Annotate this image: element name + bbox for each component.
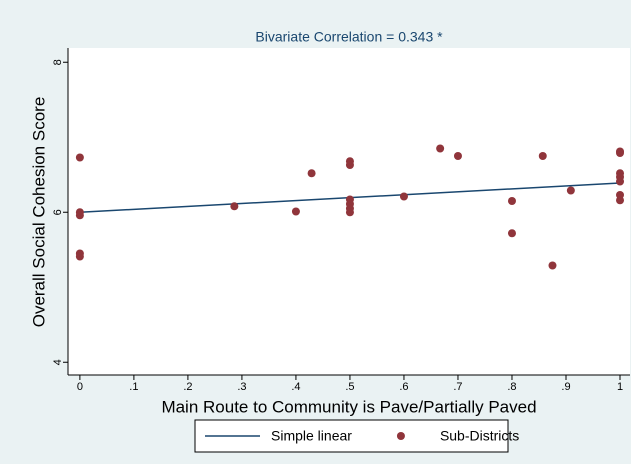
x-tick-label: .2 <box>183 381 192 393</box>
point <box>616 149 625 157</box>
x-tick-label: 0 <box>77 381 83 393</box>
point <box>345 161 354 169</box>
point <box>616 177 625 186</box>
point <box>436 144 445 153</box>
x-tick-label: .7 <box>453 381 462 393</box>
x-tick-label: .3 <box>237 381 246 393</box>
point <box>399 192 408 201</box>
point <box>230 202 239 211</box>
point <box>75 211 84 220</box>
x-tick-label: .1 <box>129 381 138 393</box>
point <box>566 186 575 195</box>
point <box>75 153 84 162</box>
legend-label: Simple linear <box>271 428 352 444</box>
point <box>453 152 462 160</box>
x-tick-label: .4 <box>291 381 300 393</box>
x-tick-label: .9 <box>561 381 570 393</box>
y-tick-label: 4 <box>52 359 64 365</box>
legend-label: Sub-Districts <box>440 428 519 444</box>
chart-title: Bivariate Correlation = 0.343 * <box>255 29 443 45</box>
point <box>507 229 516 238</box>
x-tick-label: 1 <box>617 381 623 393</box>
point <box>291 207 300 216</box>
point <box>507 197 516 205</box>
x-tick-label: .8 <box>507 381 516 393</box>
point <box>345 208 354 217</box>
y-tick-label: 8 <box>52 59 64 65</box>
point <box>307 169 316 178</box>
legend-swatch <box>396 432 405 440</box>
x-tick-label: .5 <box>345 381 354 393</box>
y-tick-label: 6 <box>52 209 64 215</box>
point <box>538 152 547 160</box>
x-axis-title: Main Route to Community is Pave/Partiall… <box>161 397 536 416</box>
x-tick-label: .6 <box>399 381 408 393</box>
y-axis-title: Overall Social Cohesion Score <box>29 97 48 328</box>
point <box>548 261 557 270</box>
point <box>616 196 625 205</box>
point <box>75 252 84 261</box>
